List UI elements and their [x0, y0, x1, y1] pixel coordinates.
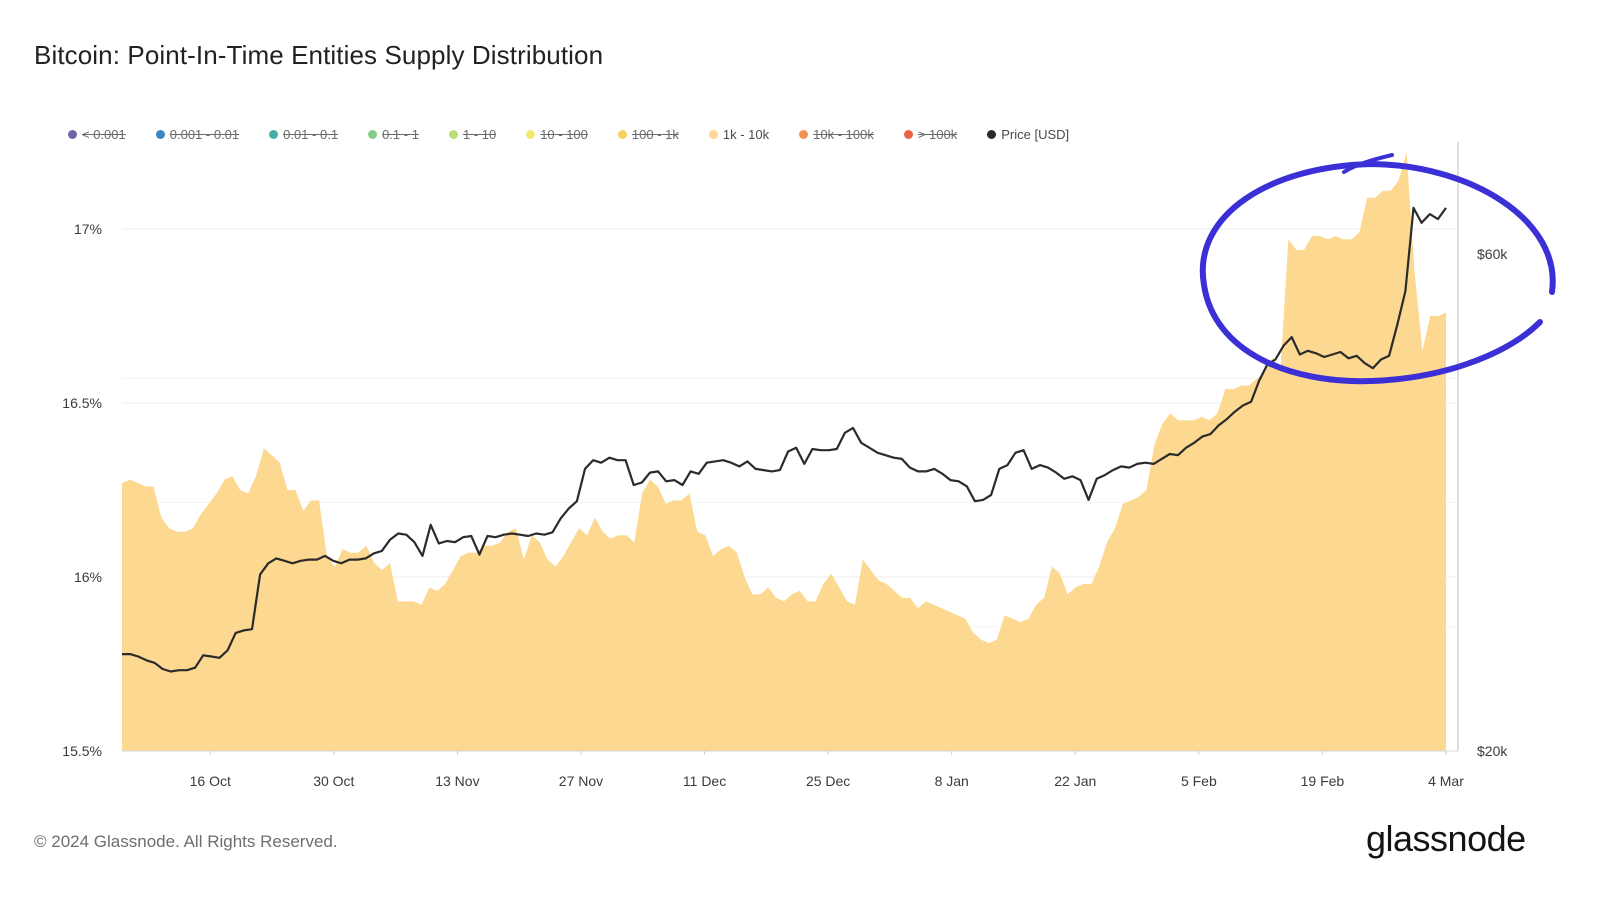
legend-label: 100 - 1k [631, 126, 679, 142]
price-line [122, 206, 1447, 673]
x-tick-label: 11 Dec [683, 773, 726, 789]
y-left-tick-label: 16.5% [62, 395, 102, 411]
legend-swatch [368, 129, 378, 139]
legend-item[interactable]: 1 - 10 [448, 126, 497, 142]
annotation-stroke [1342, 153, 1394, 174]
y-right-tick-label: $20k [1477, 743, 1508, 759]
brand-logo: glassnode [1366, 818, 1526, 859]
annotation-circle [1199, 160, 1556, 385]
copyright: © 2024 Glassnode. All Rights Reserved. [34, 832, 338, 851]
legend-label: 0.01 - 0.1 [283, 126, 339, 142]
legend: < 0.001 0.001 - 0.01 0.01 - 0.1 0.1 - 1 1 - … [68, 124, 1099, 144]
x-tick-label: 4 Mar [1428, 773, 1464, 789]
legend-swatch [903, 129, 913, 139]
legend-label: Price [USD] [1001, 126, 1070, 142]
y-left-tick-label: 17% [74, 221, 102, 237]
legend-label: < 0.001 [82, 126, 126, 142]
x-tick-label: 19 Feb [1301, 773, 1345, 789]
legend-swatch [269, 129, 279, 139]
y-left-tick-label: 16% [74, 569, 102, 585]
legend-item[interactable]: < 0.001 [68, 127, 126, 142]
x-tick-label: 16 Oct [190, 773, 231, 789]
legend-swatch [526, 129, 536, 139]
legend-label: 1k - 10k [722, 126, 770, 142]
chart-title: Bitcoin: Point-In-Time Entities Supply D… [34, 40, 604, 70]
legend-item[interactable]: 0.001 - 0.01 [155, 126, 240, 142]
legend-swatch [987, 129, 997, 139]
legend-swatch [155, 129, 165, 139]
legend-label: 0.1 - 1 [382, 126, 419, 142]
x-tick-label: 27 Nov [559, 773, 603, 789]
legend-label: > 100k [917, 126, 958, 142]
x-tick-label: 8 Jan [935, 773, 969, 789]
y-right-tick-label: $60k [1477, 246, 1508, 262]
x-tick-label: 30 Oct [313, 773, 354, 789]
legend-item[interactable]: 0.01 - 0.1 [269, 127, 338, 142]
legend-item[interactable]: 10k - 100k [799, 127, 874, 142]
legend-item[interactable]: Price [USD] [987, 127, 1069, 142]
legend-label: 1 - 10 [462, 126, 497, 142]
legend-swatch [68, 129, 77, 139]
legend-item[interactable]: 1k - 10k [708, 126, 770, 142]
x-tick-label: 13 Nov [435, 773, 479, 789]
legend-item[interactable]: > 100k [903, 126, 958, 142]
legend-label: 10 - 100 [540, 126, 588, 142]
legend-swatch [617, 129, 627, 139]
area-series-1k-10k [122, 152, 1446, 751]
legend-label: 10k - 100k [813, 126, 874, 142]
legend-swatch [799, 129, 809, 139]
x-tick-label: 22 Jan [1054, 773, 1096, 789]
legend-swatch [708, 129, 718, 139]
x-tick-label: 25 Dec [806, 773, 850, 789]
legend-item[interactable]: 100 - 1k [617, 126, 679, 142]
y-left-tick-label: 15.5% [62, 743, 102, 759]
legend-item[interactable]: 10 - 100 [526, 127, 588, 142]
legend-label: 0.001 - 0.01 [169, 126, 240, 142]
x-tick-label: 5 Feb [1181, 773, 1217, 789]
legend-swatch [448, 129, 458, 139]
legend-item[interactable]: 0.1 - 1 [368, 127, 419, 142]
